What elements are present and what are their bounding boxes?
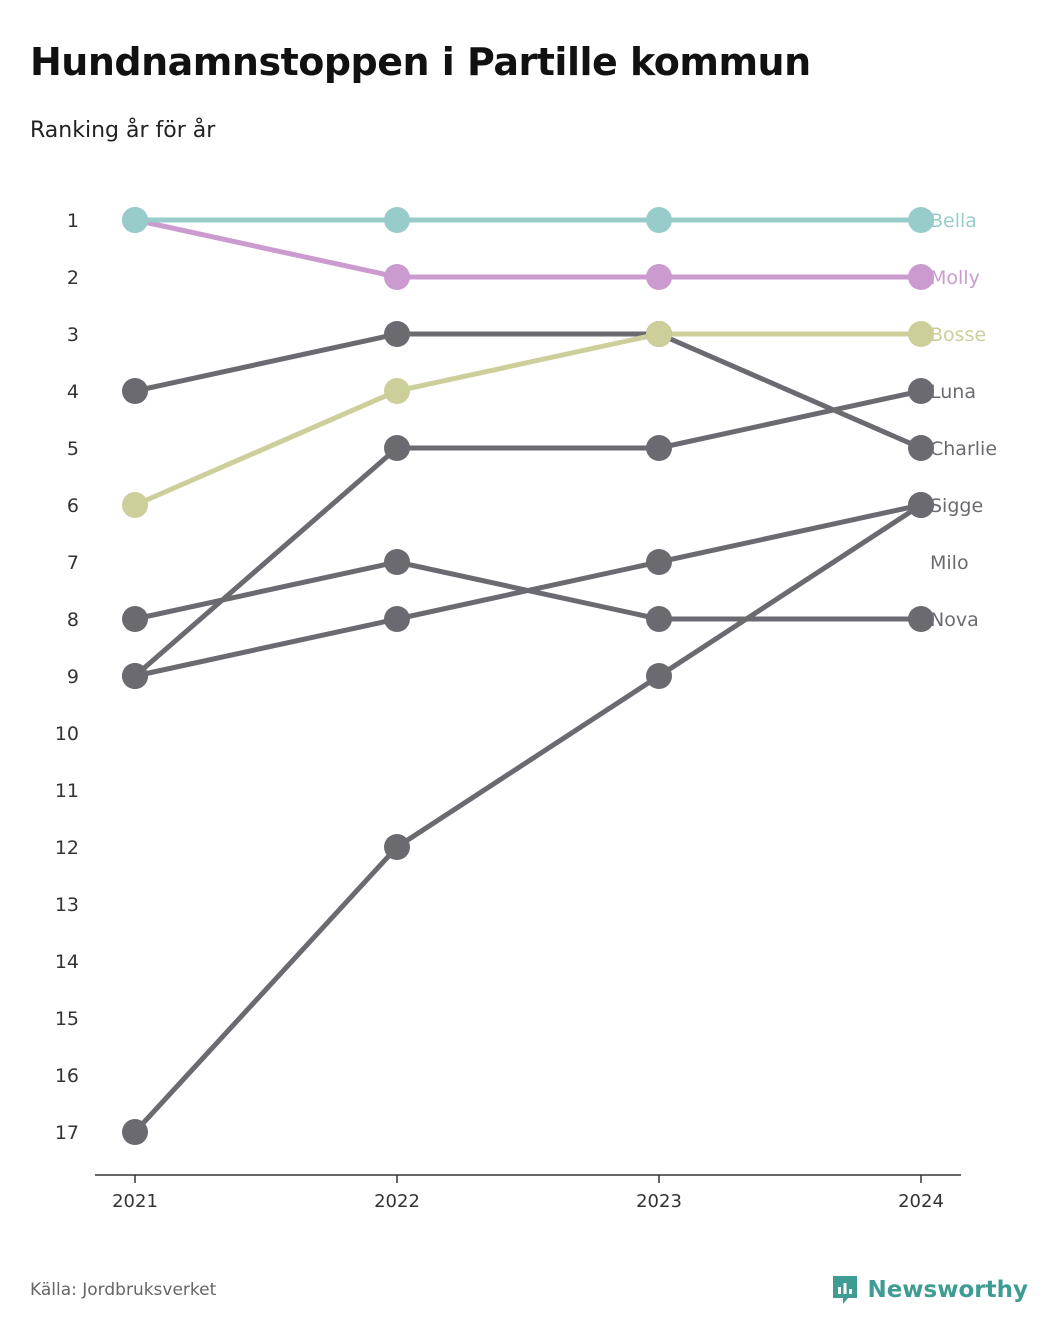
x-tick-label-2022: 2022 (374, 1191, 420, 1212)
y-tick-label-5: 5 (67, 438, 79, 460)
data-point-milo-2023 (646, 549, 672, 575)
y-tick-label-17: 17 (55, 1122, 79, 1144)
y-tick-label-11: 11 (55, 780, 79, 802)
x-tick-label-2023: 2023 (636, 1191, 682, 1212)
series-lines (132, 217, 924, 1135)
series-line-milo (132, 502, 924, 679)
series-line-sigge (132, 502, 924, 1135)
x-axis: 2021 2022 2023 2024 (95, 1174, 961, 1212)
data-point-nova-2023 (646, 606, 672, 632)
y-tick-label-15: 15 (55, 1008, 79, 1030)
series-points (122, 207, 934, 1145)
end-label-molly: Molly (930, 267, 980, 289)
data-point-luna-2024 (908, 378, 934, 404)
data-point-bosse-2021 (122, 492, 148, 518)
y-tick-label-8: 8 (67, 609, 79, 631)
end-label-nova: Nova (930, 609, 979, 631)
data-point-bosse-2024 (908, 321, 934, 347)
y-tick-label-12: 12 (55, 837, 79, 859)
end-label-charlie: Charlie (930, 438, 997, 460)
end-label-bosse: Bosse (930, 324, 986, 346)
y-tick-label-9: 9 (67, 666, 79, 688)
y-tick-label-2: 2 (67, 267, 79, 289)
chart-subtitle: Ranking år för år (30, 118, 216, 143)
data-point-luna-2023 (646, 435, 672, 461)
y-tick-label-14: 14 (55, 951, 79, 973)
data-point-bella-2022 (384, 207, 410, 233)
end-label-luna: Luna (930, 381, 976, 403)
y-tick-label-4: 4 (67, 381, 79, 403)
end-label-sigge: Sigge (930, 495, 983, 517)
data-point-bella-2023 (646, 207, 672, 233)
y-tick-label-7: 7 (67, 552, 79, 574)
end-label-bella: Bella (930, 210, 977, 232)
data-point-sigge-2023 (646, 663, 672, 689)
source-note: Källa: Jordbruksverket (30, 1280, 217, 1300)
series-line-bosse (132, 331, 924, 508)
data-point-bella-2024 (908, 207, 934, 233)
series-line-molly (132, 217, 924, 280)
data-point-molly-2023 (646, 264, 672, 290)
data-point-milo-2021 (122, 663, 148, 689)
series-line-luna (132, 388, 924, 679)
x-tick-label-2024: 2024 (898, 1191, 944, 1212)
series-line-charlie (132, 331, 924, 451)
data-point-molly-2022 (384, 264, 410, 290)
data-point-nova-2021 (122, 606, 148, 632)
data-point-sigge-2024 (908, 492, 934, 518)
data-point-charlie-2021 (122, 378, 148, 404)
data-point-bosse-2023 (646, 321, 672, 347)
data-point-nova-2024 (908, 606, 934, 632)
data-point-luna-2022 (384, 435, 410, 461)
data-point-charlie-2022 (384, 321, 410, 347)
y-tick-label-6: 6 (67, 495, 79, 517)
end-label-milo: Milo (930, 552, 969, 574)
y-tick-label-1: 1 (67, 210, 79, 232)
y-tick-label-10: 10 (55, 723, 79, 745)
data-point-sigge-2021 (122, 1119, 148, 1145)
newsworthy-logo-icon (833, 1276, 858, 1304)
x-tick-label-2021: 2021 (112, 1191, 158, 1212)
brand-logo[interactable]: Newsworthy (831, 1274, 1028, 1306)
data-point-bosse-2022 (384, 378, 410, 404)
chart-title: Hundnamnstoppen i Partille kommun (30, 40, 811, 84)
data-point-bella-2021 (122, 207, 148, 233)
data-point-charlie-2024 (908, 435, 934, 461)
y-tick-label-16: 16 (55, 1065, 79, 1087)
data-point-sigge-2022 (384, 834, 410, 860)
end-labels: Bella Molly Bosse Luna Charlie Sigge Milo Nova (930, 210, 997, 631)
data-point-molly-2024 (908, 264, 934, 290)
data-point-milo-2022 (384, 606, 410, 632)
data-point-nova-2022 (384, 549, 410, 575)
y-tick-label-3: 3 (67, 324, 79, 346)
brand-name: Newsworthy (867, 1277, 1028, 1303)
y-tick-label-13: 13 (55, 894, 79, 916)
